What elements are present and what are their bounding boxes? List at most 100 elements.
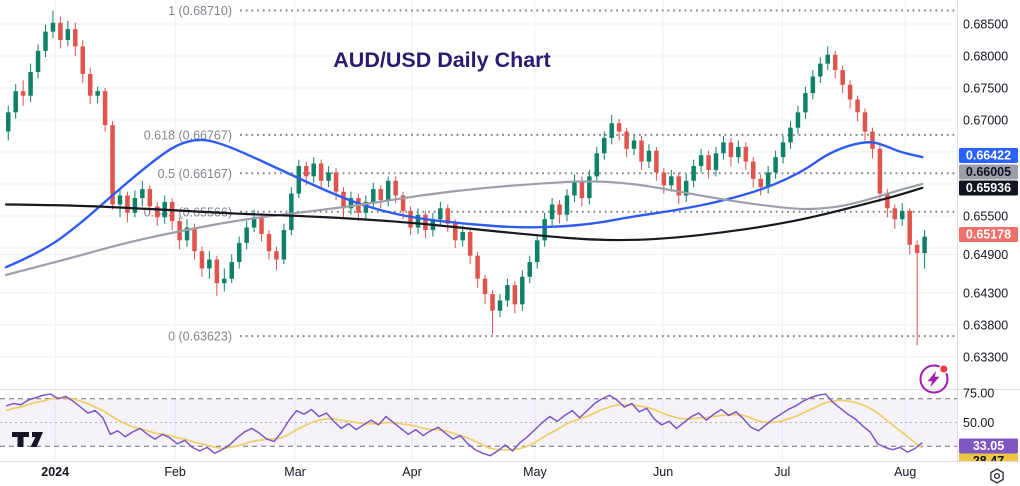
rsi-tick-label: 50.00: [963, 416, 994, 430]
candle: [467, 232, 473, 256]
time-axis-background: [0, 462, 1020, 486]
candle: [832, 54, 838, 71]
tradingview-logo[interactable]: [12, 432, 43, 447]
candle: [6, 112, 11, 132]
price-tick-label: 0.67000: [963, 114, 1008, 128]
candle: [676, 176, 681, 196]
candle: [825, 54, 830, 64]
candle: [870, 131, 875, 149]
candle: [877, 148, 883, 194]
month-label: May: [523, 465, 547, 479]
candle: [542, 219, 547, 241]
fib-level-label: 0.5 (0.66167): [158, 167, 232, 181]
candlestick-series: [6, 10, 927, 346]
candle: [587, 176, 592, 199]
candle: [333, 172, 339, 192]
candle: [803, 93, 808, 113]
candle: [80, 46, 85, 74]
candle: [371, 189, 376, 202]
rsi-line: [5, 393, 923, 457]
candle: [244, 227, 249, 243]
rsi-tick-label: 75.00: [963, 386, 994, 400]
candle: [184, 227, 190, 241]
ma-mid-price-badge: 0.66005: [959, 164, 1018, 180]
candle: [341, 191, 346, 209]
page-title: AUD/USD Daily Chart: [333, 48, 550, 72]
month-label: Jun: [653, 465, 673, 479]
candle: [683, 180, 689, 196]
candle: [281, 230, 287, 260]
rsi-lines: [5, 393, 923, 457]
candle: [207, 259, 212, 269]
logo-t-glyph: [12, 432, 29, 447]
month-label: Mar: [284, 465, 306, 479]
candle: [13, 91, 18, 113]
candle: [862, 112, 868, 132]
candle: [408, 210, 413, 228]
flash-icon-circle: [919, 364, 949, 394]
logo-7-glyph: [30, 432, 43, 447]
candle: [505, 285, 510, 301]
candle: [423, 214, 428, 231]
month-label: Apr: [402, 465, 421, 479]
alert-dot: [938, 364, 949, 374]
candle: [914, 244, 920, 254]
candle: [363, 201, 369, 213]
price-tick-label: 0.63800: [963, 318, 1008, 332]
ma-slow-line: [4, 186, 924, 242]
candle: [229, 262, 234, 279]
candle: [87, 73, 93, 96]
candle: [438, 208, 443, 220]
candle: [102, 91, 108, 126]
candle: [512, 285, 518, 305]
candle: [326, 172, 331, 181]
candle: [594, 153, 600, 177]
candle: [534, 240, 540, 263]
ma-mid-line: [4, 180, 924, 276]
candle: [616, 123, 622, 132]
price-tick-label: 0.68500: [963, 18, 1008, 32]
candle: [95, 91, 100, 96]
flash-icon[interactable]: [919, 364, 949, 394]
month-label: Feb: [164, 465, 186, 479]
candle: [713, 153, 719, 170]
candle: [289, 193, 294, 231]
time-axis[interactable]: 2024 Feb Mar Apr May Jun Jul Aug: [0, 461, 1020, 486]
candle: [639, 140, 644, 162]
candle: [624, 131, 629, 149]
candle: [385, 180, 391, 200]
ma-slow-price-badge: 0.65936: [959, 180, 1018, 196]
axis-tick-labels[interactable]: 0.68500 0.68000 0.67500 0.67000 0.65500 0.649…: [963, 18, 1008, 431]
candle: [65, 29, 71, 40]
candle: [415, 214, 421, 228]
candle: [855, 99, 860, 113]
candle: [572, 180, 577, 196]
candle: [236, 242, 242, 263]
candle: [296, 166, 302, 194]
price-tick-label: 0.64300: [963, 286, 1008, 300]
candle: [28, 72, 33, 96]
candle: [840, 70, 845, 85]
candle: [669, 176, 674, 186]
candle: [780, 142, 786, 158]
candle: [922, 236, 927, 254]
candle: [892, 208, 898, 220]
fib-level-label: 0.618 (0.66767): [144, 128, 232, 142]
candle: [110, 125, 115, 205]
candle: [564, 195, 570, 215]
candle: [654, 150, 659, 173]
candle: [885, 193, 890, 209]
price-tick-label: 0.68000: [963, 50, 1008, 64]
last-price-value: 0.65178: [966, 228, 1011, 242]
candle: [602, 137, 607, 154]
candle: [751, 161, 756, 179]
candle: [453, 223, 458, 241]
candle: [43, 31, 48, 51]
candle: [557, 204, 562, 215]
axis-settings-icon[interactable]: [990, 468, 1004, 484]
candle: [497, 300, 503, 311]
hexagon-icon: [990, 468, 1004, 484]
candle: [266, 233, 272, 252]
price-tick-label: 0.63300: [963, 350, 1008, 364]
